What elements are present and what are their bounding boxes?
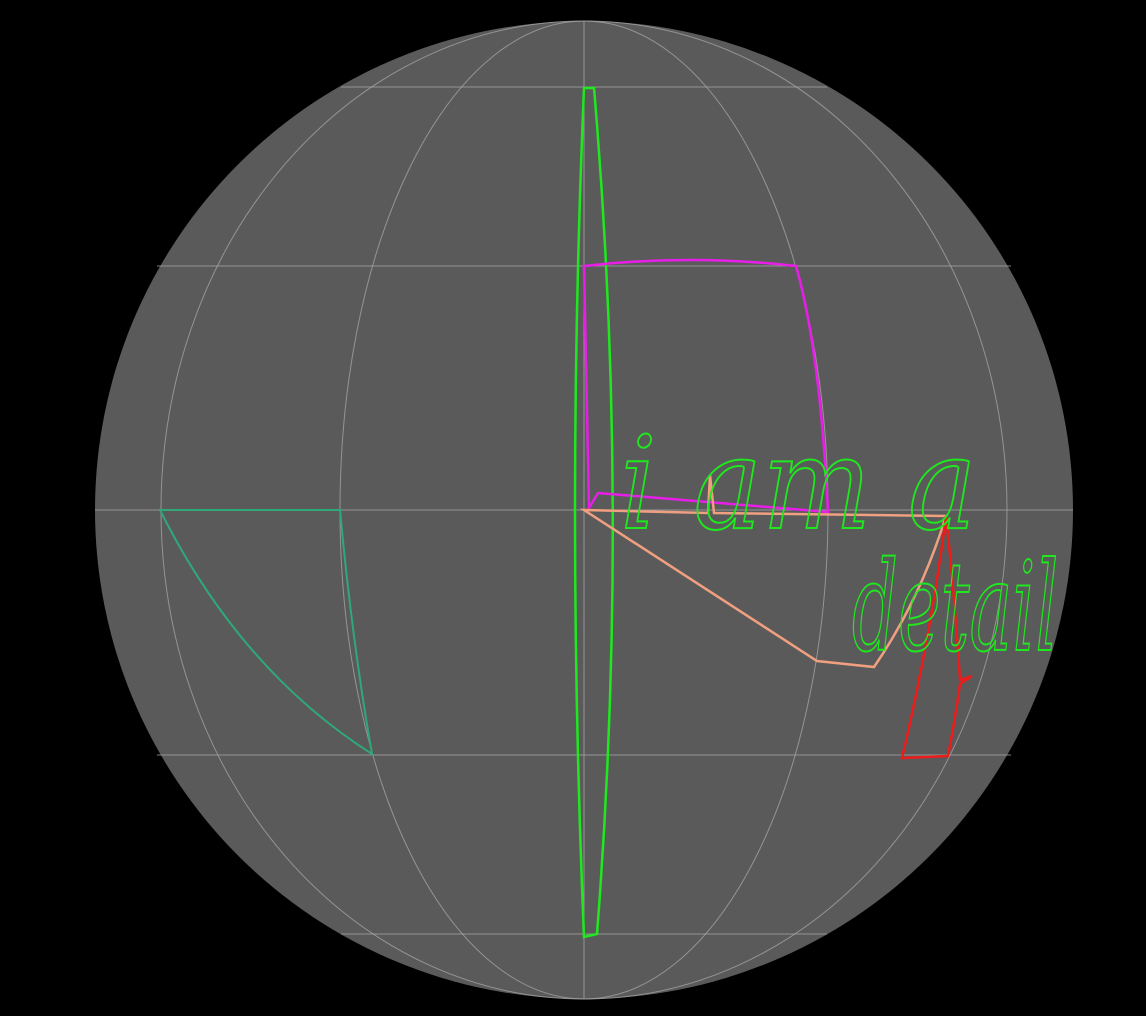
teal-sector[interactable] bbox=[158, 509, 374, 757]
annotation-line-1: i am a bbox=[620, 409, 977, 558]
magenta-region[interactable] bbox=[582, 258, 830, 514]
annotation-line-2: detail bbox=[852, 535, 1058, 679]
red-region[interactable] bbox=[900, 515, 973, 760]
green-sliver[interactable] bbox=[573, 86, 615, 939]
salmon-region[interactable] bbox=[579, 474, 948, 669]
